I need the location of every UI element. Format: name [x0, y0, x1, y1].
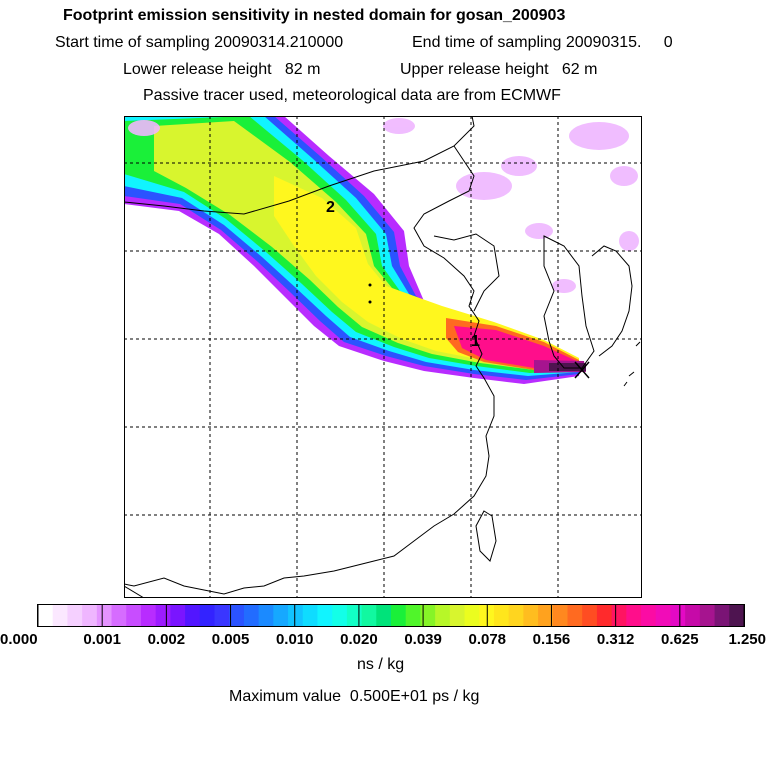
colorbar-cell [126, 605, 142, 626]
colorbar-tick-label: 0.001 [83, 631, 121, 648]
colorbar-tick-label: 0.020 [340, 631, 378, 648]
colorbar-cell [596, 605, 613, 626]
colorbar-cell [273, 605, 289, 626]
colorbar-frame [37, 604, 745, 627]
colorbar-cell [52, 605, 69, 626]
colorbar-cell [405, 605, 422, 626]
colorbar-tick-label: 0.039 [404, 631, 442, 648]
colorbar-tick-label: 0.312 [597, 631, 635, 648]
colorbar-cell [361, 605, 377, 626]
colorbar-cell [611, 605, 627, 626]
colorbar-cell [346, 605, 363, 626]
colorbar-cell [376, 605, 392, 626]
colorbar-cell [699, 605, 716, 626]
colorbar-tick-label: 0.002 [148, 631, 186, 648]
colorbar-cell [464, 605, 480, 626]
colorbar-cell [670, 605, 686, 626]
colorbar-tick-labels: 0.000 0.001 0.002 0.005 0.010 0.020 0.039 0.078… [0, 631, 766, 648]
small-point-markers [368, 283, 372, 304]
colorbar-cell [729, 605, 745, 626]
colorbar-cell [685, 605, 701, 626]
plume-label-1: 1 [471, 333, 480, 350]
plume-label-2: 2 [326, 199, 335, 216]
colorbar-cell [332, 605, 348, 626]
plume-sensitivity-field [124, 116, 586, 384]
sampling-end-time: End time of sampling 20090315. 0 [412, 34, 673, 51]
figure-title: Footprint emission sensitivity in nested… [63, 7, 566, 24]
colorbar-tick-label: 0.156 [533, 631, 571, 648]
colorbar-cell [641, 605, 657, 626]
colorbar-cell [655, 605, 672, 626]
colorbar-cell [214, 605, 230, 626]
colorbar-cell [317, 605, 333, 626]
colorbar-cell [582, 605, 598, 626]
tracer-note: Passive tracer used, meteorological data… [143, 87, 561, 104]
map-frame [124, 116, 642, 598]
colorbar-cell [155, 605, 171, 626]
lower-release-height: Lower release height 82 m [123, 61, 321, 78]
colorbar-tick-label: 0.010 [276, 631, 314, 648]
colorbar-units: ns / kg [357, 656, 405, 673]
footprint-map: 1 2 [124, 116, 642, 598]
colorbar-cell [258, 605, 274, 626]
colorbar-cells [37, 605, 745, 626]
colorbar-cell [229, 605, 245, 626]
colorbar-tick-label: 0.000 [0, 631, 38, 648]
colorbar-tick-label: 1.250 [728, 631, 766, 648]
colorbar-cell [96, 605, 113, 626]
colorbar-cell [391, 605, 407, 626]
coastlines-and-borders [124, 116, 641, 598]
colorbar: 0.000 0.001 0.002 0.005 0.010 0.020 0.039 0.078… [0, 604, 766, 648]
receptor-x-marker [574, 361, 590, 379]
maximum-value-label: Maximum value 0.500E+01 ps / kg [229, 688, 480, 705]
colorbar-cell [82, 605, 98, 626]
colorbar-cell [714, 605, 730, 626]
colorbar-cell [493, 605, 510, 626]
colorbar-cell [567, 605, 583, 626]
colorbar-cell [538, 605, 554, 626]
colorbar-cell [140, 605, 157, 626]
colorbar-cell [626, 605, 642, 626]
colorbar-cell [38, 605, 54, 626]
colorbar-cell [552, 605, 569, 626]
colorbar-tick-label: 0.005 [212, 631, 250, 648]
colorbar-cell [420, 605, 436, 626]
colorbar-tick-label: 0.078 [468, 631, 506, 648]
colorbar-cell [523, 605, 539, 626]
colorbar-cell [302, 605, 319, 626]
colorbar-cell [435, 605, 451, 626]
colorbar-cell [243, 605, 260, 626]
sampling-start-time: Start time of sampling 20090314.210000 [55, 34, 344, 51]
colorbar-cell [199, 605, 216, 626]
lat-lon-grid [124, 116, 642, 598]
colorbar-cell [449, 605, 466, 626]
scattered-low-sensitivity-patches [128, 118, 639, 293]
colorbar-cell [111, 605, 127, 626]
colorbar-cell [508, 605, 524, 626]
colorbar-cell [288, 605, 304, 626]
upper-release-height: Upper release height 62 m [400, 61, 598, 78]
colorbar-cell [185, 605, 201, 626]
colorbar-cell [67, 605, 83, 626]
colorbar-cell [170, 605, 186, 626]
colorbar-tick-label: 0.625 [661, 631, 699, 648]
